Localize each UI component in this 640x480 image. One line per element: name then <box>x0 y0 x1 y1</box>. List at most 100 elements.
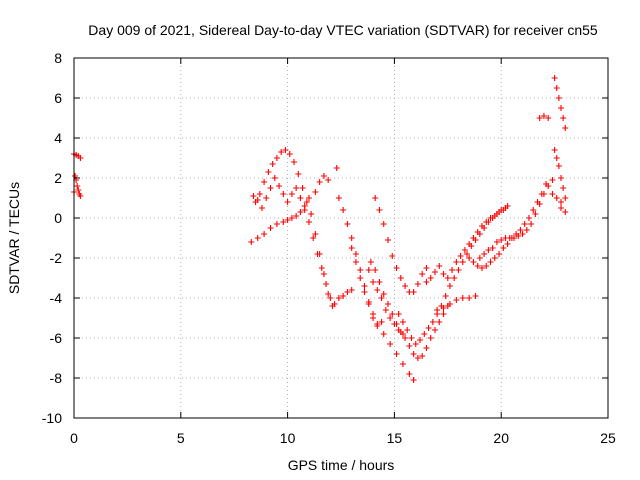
data-point <box>536 201 543 207</box>
data-point <box>491 255 498 261</box>
y-tick-label: -4 <box>50 290 63 306</box>
data-point <box>483 263 490 269</box>
data-point <box>525 215 532 221</box>
data-point <box>560 115 567 121</box>
data-point <box>540 191 547 197</box>
data-point <box>320 271 327 277</box>
plot-frame <box>73 57 609 419</box>
y-tick-label: -2 <box>50 250 63 266</box>
data-point <box>395 311 402 317</box>
data-point <box>555 163 562 169</box>
data-point <box>312 231 319 237</box>
data-point <box>318 265 325 271</box>
data-point <box>248 239 255 245</box>
data-point <box>327 295 334 301</box>
data-point <box>489 245 496 251</box>
data-point <box>487 259 494 265</box>
data-point <box>357 267 364 273</box>
data-point <box>250 193 257 199</box>
data-point <box>380 291 387 297</box>
data-point <box>419 353 426 359</box>
data-point <box>380 221 387 227</box>
data-point <box>293 213 300 219</box>
data-point <box>335 195 342 201</box>
data-point <box>498 237 505 243</box>
data-point <box>393 321 400 327</box>
data-point <box>397 329 404 335</box>
data-point <box>361 283 368 289</box>
data-point <box>431 269 438 275</box>
data-point <box>459 295 466 301</box>
data-point <box>402 335 409 341</box>
data-point <box>421 331 428 337</box>
data-point <box>440 311 447 317</box>
data-point <box>387 341 394 347</box>
x-tick-label: 5 <box>177 430 185 446</box>
data-point <box>267 225 274 231</box>
data-point <box>496 251 503 257</box>
data-point <box>376 279 383 285</box>
y-tick-label: -10 <box>42 410 62 426</box>
data-point <box>427 275 434 281</box>
data-point <box>511 235 518 241</box>
x-tick-label: 20 <box>493 430 509 446</box>
data-point <box>472 293 479 299</box>
data-point <box>77 155 84 161</box>
data-point <box>515 233 522 239</box>
data-point <box>451 275 458 281</box>
data-point <box>519 231 526 237</box>
data-point <box>453 297 460 303</box>
data-point <box>316 179 323 185</box>
data-point <box>461 247 468 253</box>
grid <box>74 58 608 418</box>
data-point <box>278 149 285 155</box>
data-point <box>483 219 490 225</box>
data-point <box>560 185 567 191</box>
data-point <box>389 253 396 259</box>
data-point <box>504 203 511 209</box>
data-point <box>553 85 560 91</box>
data-point <box>365 267 372 273</box>
x-tick-label: 0 <box>70 430 78 446</box>
data-point <box>545 183 552 189</box>
data-point <box>370 279 377 285</box>
data-point <box>273 155 280 161</box>
data-point <box>457 253 464 259</box>
data-point <box>402 283 409 289</box>
data-point <box>549 177 556 183</box>
data-point <box>295 171 302 177</box>
data-point <box>562 125 569 131</box>
data-point <box>384 301 391 307</box>
y-tick-label: -6 <box>50 330 63 346</box>
data-point <box>406 371 413 377</box>
data-point <box>414 355 421 361</box>
data-point <box>410 377 417 383</box>
data-point <box>476 255 483 261</box>
data-point <box>478 265 485 271</box>
data-point <box>464 251 471 257</box>
data-point <box>528 221 535 227</box>
chart-title: Day 009 of 2021, Sidereal Day-to-day VTE… <box>88 22 598 38</box>
data-point <box>320 173 327 179</box>
y-tick-label: 4 <box>54 130 62 146</box>
data-point <box>393 265 400 271</box>
data-point <box>312 189 319 195</box>
data-point <box>297 195 304 201</box>
data-point <box>436 319 443 325</box>
data-point <box>491 213 498 219</box>
y-tick-label: 2 <box>54 170 62 186</box>
data-point <box>256 191 263 197</box>
data-point <box>419 271 426 277</box>
data-point <box>258 205 265 211</box>
axis-ticks <box>73 57 609 419</box>
x-tick-label: 15 <box>387 430 403 446</box>
data-point <box>261 231 268 237</box>
data-point <box>265 169 272 175</box>
data-point <box>466 295 473 301</box>
data-point <box>481 251 488 257</box>
y-tick-label: 6 <box>54 90 62 106</box>
data-point <box>365 301 372 307</box>
data-point <box>500 207 507 213</box>
data-point <box>286 151 293 157</box>
data-point <box>493 239 500 245</box>
